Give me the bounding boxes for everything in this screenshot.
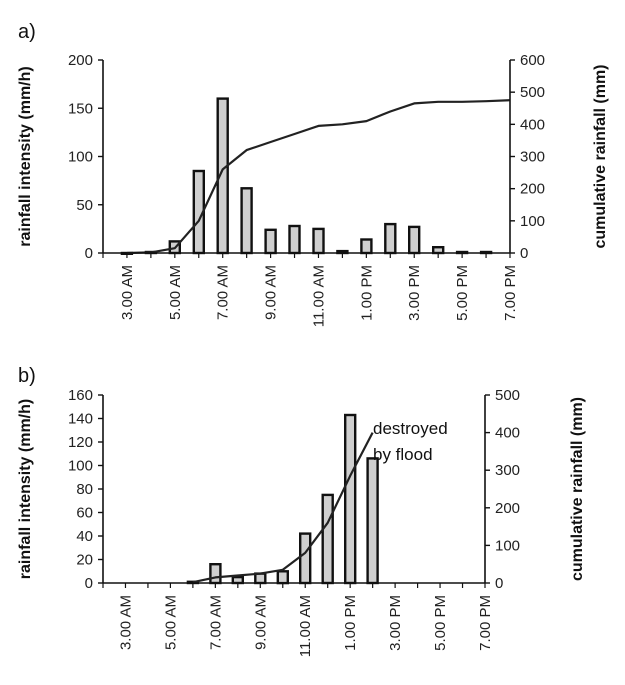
- x-tick-label: 3.00 PM: [387, 595, 404, 651]
- y2-tick-label: 600: [520, 52, 545, 69]
- y2-tick-label: 400: [520, 116, 545, 133]
- y-tick-label: 100: [68, 149, 93, 166]
- chart-panel-b: b) 0 20 40 60 80 100 120 140 160 0 100 200 300 400 500 3…: [17, 365, 586, 657]
- y2-axis-title: cumulative rainfall (mm): [592, 64, 609, 248]
- intensity-bar: [384, 222, 397, 255]
- x-tick-label: 9.00 AM: [263, 265, 280, 320]
- intensity-bar: [288, 224, 301, 255]
- y2-axis-title: cumulative rainfall (mm): [569, 397, 586, 581]
- y2-tick-label: 200: [520, 181, 545, 198]
- intensity-bar: [299, 532, 312, 585]
- x-tick-label: 1.00 PM: [358, 265, 375, 321]
- y-tick-label: 50: [76, 197, 93, 214]
- intensity-bar: [366, 457, 379, 585]
- x-tick-label: 1.00 PM: [342, 595, 359, 651]
- annotation-text: destroyed: [373, 419, 448, 438]
- y2-tick-label: 500: [520, 84, 545, 101]
- y-tick-label: 120: [68, 434, 93, 451]
- y2-tick-label: 0: [495, 575, 503, 592]
- y-tick-label: 160: [68, 387, 93, 404]
- intensity-bar: [254, 572, 267, 585]
- y-axis-title: rainfall intensity (mm/h): [17, 399, 34, 579]
- y-tick-label: 0: [85, 245, 93, 262]
- intensity-bar: [209, 563, 222, 585]
- y2-tick-label: 300: [520, 149, 545, 166]
- intensity-bar: [360, 238, 373, 255]
- y-tick-label: 200: [68, 52, 93, 69]
- y-tick-label: 80: [76, 481, 93, 498]
- y-tick-label: 0: [85, 575, 93, 592]
- x-tick-label: 7.00 AM: [215, 265, 232, 320]
- intensity-bar: [276, 570, 289, 585]
- y2-tick-label: 200: [495, 500, 520, 517]
- x-tick-label: 7.00 AM: [207, 595, 224, 650]
- intensity-bar: [264, 228, 277, 255]
- intensity-bar: [321, 493, 334, 585]
- y-tick-label: 60: [76, 505, 93, 522]
- intensity-bar: [344, 413, 357, 585]
- x-tick-label: 5.00 AM: [162, 595, 179, 650]
- x-tick-label: 11.00 AM: [310, 265, 327, 327]
- y2-tick-label: 100: [520, 213, 545, 230]
- chart-panel-a: a) 0 50 100 150 200 0 100 200 300 400 500 600 3.00 AM…: [17, 21, 609, 327]
- x-tick-label: 3.00 PM: [406, 265, 423, 321]
- y2-tick-label: 100: [495, 537, 520, 554]
- y-tick-label: 150: [68, 100, 93, 117]
- y-tick-label: 100: [68, 458, 93, 475]
- x-tick-label: 3.00 AM: [117, 595, 134, 650]
- panel-label: a): [18, 21, 36, 43]
- panel-label: b): [18, 365, 36, 387]
- intensity-bar: [432, 245, 445, 255]
- y-axis-title: rainfall intensity (mm/h): [17, 66, 34, 246]
- x-tick-label: 5.00 PM: [432, 595, 449, 651]
- intensity-bar: [312, 227, 325, 255]
- x-tick-label: 11.00 AM: [297, 595, 314, 657]
- y2-tick-label: 0: [520, 245, 528, 262]
- y2-tick-label: 400: [495, 425, 520, 442]
- intensity-bar: [408, 225, 421, 255]
- x-tick-label: 7.00 PM: [502, 265, 519, 321]
- y2-tick-label: 300: [495, 462, 520, 479]
- cumulative-rainfall-line: [192, 432, 374, 584]
- x-tick-label: 9.00 AM: [252, 595, 269, 650]
- annotation-text: by flood: [373, 445, 433, 464]
- intensity-bar: [231, 575, 245, 585]
- y-tick-label: 20: [76, 552, 93, 569]
- x-tick-label: 3.00 AM: [119, 265, 136, 320]
- x-tick-label: 5.00 PM: [454, 265, 471, 321]
- y2-tick-label: 500: [495, 387, 520, 404]
- y-tick-label: 140: [68, 411, 93, 428]
- intensity-bar: [240, 187, 253, 255]
- x-tick-label: 5.00 AM: [167, 265, 184, 320]
- x-tick-label: 7.00 PM: [477, 595, 494, 651]
- y-tick-label: 40: [76, 528, 93, 545]
- cumulative-rainfall-line: [126, 99, 511, 255]
